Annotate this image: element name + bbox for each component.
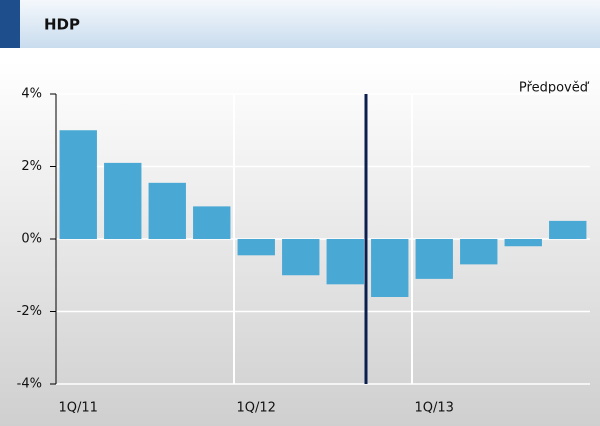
x-tick-label: 1Q/11 (59, 401, 98, 416)
bar (326, 239, 364, 285)
x-tick-label: 1Q/13 (415, 401, 454, 416)
y-tick-label: -4% (17, 377, 42, 392)
y-tick-label: 4% (21, 87, 42, 102)
bar (415, 239, 453, 279)
header-accent (0, 0, 20, 48)
bar (371, 239, 409, 297)
bar (460, 239, 498, 265)
bar (549, 220, 587, 239)
y-tick-label: -2% (17, 304, 42, 319)
header-title: HDP (44, 16, 80, 34)
bar (59, 130, 97, 239)
y-tick-label: 2% (21, 159, 42, 174)
header-bar (0, 0, 600, 48)
y-tick-label: 0% (21, 232, 42, 247)
annotation: Předpověď (519, 81, 590, 96)
x-tick-label: 1Q/12 (237, 401, 276, 416)
bar (104, 162, 142, 239)
bar (148, 182, 186, 239)
bar (504, 239, 542, 247)
bar (193, 206, 231, 239)
bar (282, 239, 320, 276)
bar (237, 239, 275, 256)
